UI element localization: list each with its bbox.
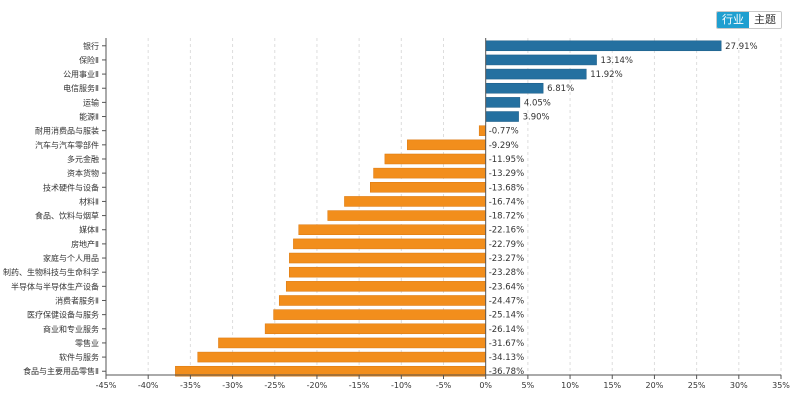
bar <box>293 238 486 250</box>
bar <box>218 337 486 349</box>
bar <box>344 196 486 207</box>
value-label: -18.72% <box>489 212 524 222</box>
x-tick-label: 5% <box>522 381 535 390</box>
bar <box>327 210 486 221</box>
value-label: 3.90% <box>523 113 550 123</box>
category-label: 软件与服务 <box>59 352 99 362</box>
value-label: -34.13% <box>489 353 524 363</box>
x-tick-label: -15% <box>349 381 370 390</box>
bar <box>273 309 486 320</box>
value-label: -0.77% <box>489 127 519 137</box>
value-label: -13.68% <box>489 183 524 193</box>
category-label: 汽车与汽车零部件 <box>35 140 99 150</box>
bar <box>407 139 486 151</box>
x-tick-label: 20% <box>646 381 664 390</box>
category-label: 多元金融 <box>67 154 99 164</box>
bar <box>478 125 486 136</box>
bar <box>485 97 521 108</box>
category-label: 银行 <box>83 41 99 51</box>
bar <box>278 295 486 306</box>
value-label: 6.81% <box>547 84 574 94</box>
value-label: -31.67% <box>489 339 524 349</box>
x-tick-label: 0% <box>479 381 492 390</box>
bar <box>485 82 544 94</box>
category-label: 耐用消费品与服装 <box>35 126 99 136</box>
category-label: 电信服务Ⅱ <box>63 83 99 93</box>
category-label: 家庭与个人用品 <box>43 253 99 263</box>
value-label: -22.16% <box>489 226 524 236</box>
value-label: -11.95% <box>489 155 524 165</box>
bar <box>485 68 587 80</box>
value-label: -25.14% <box>489 311 524 321</box>
x-tick-label: 35% <box>772 381 790 390</box>
category-label: 材料Ⅱ <box>79 196 99 206</box>
value-label: -23.28% <box>489 268 524 278</box>
toggle-industry-button[interactable]: 行业 <box>717 12 749 28</box>
value-label: -23.27% <box>489 254 524 264</box>
x-tick-label: -25% <box>264 381 285 390</box>
category-label: 技术硬件与设备 <box>43 182 99 192</box>
toggle-theme-button[interactable]: 主题 <box>749 12 781 28</box>
axes <box>102 38 782 379</box>
value-label: -24.47% <box>489 296 524 306</box>
bar <box>485 40 722 52</box>
value-label: -26.14% <box>489 325 524 335</box>
x-tick-label: 10% <box>561 381 579 390</box>
bar <box>264 323 486 335</box>
labels: -45% -40% -35% -30% -25% -20% -15% -10% -5% 0% 5% 1… <box>3 41 790 390</box>
category-label: 运输 <box>83 97 99 107</box>
x-tick-label: -35% <box>180 381 201 390</box>
bars <box>175 40 722 377</box>
category-label: 食品、饮料与烟草 <box>35 211 99 221</box>
x-tick-label: -30% <box>222 381 243 390</box>
bar <box>289 252 486 264</box>
value-label: -13.29% <box>489 169 524 179</box>
bar <box>373 167 486 179</box>
bar <box>197 351 486 363</box>
bar <box>370 182 486 193</box>
bar <box>285 281 486 292</box>
x-tick-label: 25% <box>688 381 706 390</box>
x-tick-label: 15% <box>603 381 621 390</box>
category-label: 半导体与半导体生产设备 <box>11 281 99 291</box>
category-label: 资本货物 <box>67 168 99 178</box>
value-label: 4.05% <box>524 98 551 108</box>
category-label: 能源Ⅱ <box>79 112 99 122</box>
x-tick-label: -40% <box>138 381 159 390</box>
value-label: -22.79% <box>489 240 524 250</box>
category-label: 食品与主要用品零售Ⅱ <box>23 366 99 376</box>
x-tick-label: -45% <box>96 381 117 390</box>
bar <box>298 224 486 235</box>
category-label: 医疗保健设备与服务 <box>27 310 99 320</box>
x-tick-label: -10% <box>391 381 412 390</box>
x-tick-label: 30% <box>730 381 748 390</box>
category-label: 保险Ⅱ <box>79 55 99 65</box>
category-label: 零售业 <box>75 338 99 348</box>
value-label: -9.29% <box>489 141 519 151</box>
value-label: 13.14% <box>601 56 633 66</box>
value-label: -36.78% <box>489 367 524 377</box>
category-label: 消费者服务Ⅱ <box>55 295 99 305</box>
category-label: 房地产Ⅱ <box>71 239 99 249</box>
category-label: 商业和专业服务 <box>43 324 99 334</box>
category-label: 公用事业Ⅱ <box>63 69 99 79</box>
view-toggle: 行业 主题 <box>716 11 782 29</box>
category-label: 媒体Ⅱ <box>79 225 99 235</box>
bar <box>485 54 597 66</box>
value-label: 11.92% <box>590 70 622 80</box>
bar <box>384 153 486 165</box>
category-label: 制药、生物科技与生命科学 <box>3 267 99 277</box>
x-tick-label: -20% <box>307 381 328 390</box>
value-label: 27.91% <box>725 42 757 52</box>
bar <box>289 266 486 278</box>
bar <box>485 111 519 122</box>
x-tick-label: -5% <box>436 381 452 390</box>
value-label: -16.74% <box>489 197 524 207</box>
value-label: -23.64% <box>489 282 524 292</box>
